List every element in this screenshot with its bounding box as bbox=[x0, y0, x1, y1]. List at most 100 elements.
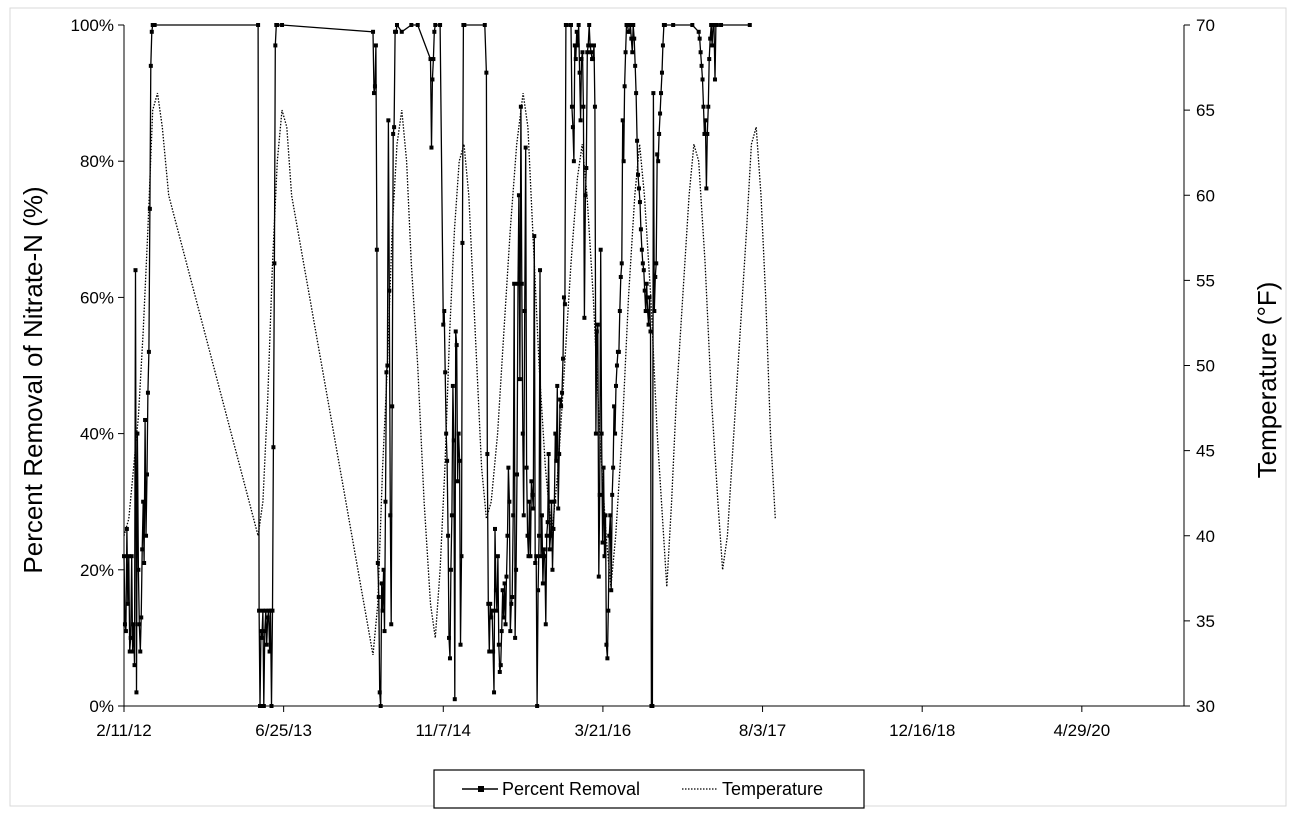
data-point-percent-removal bbox=[391, 131, 396, 136]
data-point-percent-removal bbox=[594, 329, 599, 334]
data-point-percent-removal bbox=[495, 554, 500, 559]
data-point-percent-removal bbox=[552, 499, 557, 504]
data-point-percent-removal bbox=[494, 608, 499, 613]
x-axis: 2/11/12 6/25/13 11/7/14 3/21/16 8/3/17 12/16/… bbox=[96, 705, 1184, 740]
data-point-percent-removal bbox=[133, 268, 138, 273]
data-point-percent-removal bbox=[144, 472, 149, 477]
data-point-percent-removal bbox=[605, 656, 610, 661]
data-point-percent-removal bbox=[581, 104, 586, 109]
data-point-percent-removal bbox=[645, 309, 650, 314]
data-point-percent-removal bbox=[384, 370, 389, 375]
right-tick-label: 45 bbox=[1196, 442, 1215, 461]
data-point-percent-removal bbox=[140, 547, 145, 552]
data-point-percent-removal bbox=[611, 465, 616, 470]
data-point-percent-removal bbox=[708, 36, 713, 41]
data-point-percent-removal bbox=[631, 23, 636, 27]
data-point-percent-removal bbox=[510, 595, 515, 600]
data-point-percent-removal bbox=[706, 104, 711, 109]
data-point-percent-removal bbox=[612, 404, 617, 409]
data-point-percent-removal bbox=[431, 57, 436, 62]
data-point-percent-removal bbox=[704, 186, 709, 191]
data-point-percent-removal bbox=[511, 513, 516, 518]
data-point-percent-removal bbox=[386, 118, 391, 123]
data-point-percent-removal bbox=[149, 29, 154, 34]
left-tick-label: 20% bbox=[80, 561, 114, 580]
data-point-percent-removal bbox=[493, 526, 497, 531]
data-point-percent-removal bbox=[575, 43, 580, 48]
data-point-percent-removal bbox=[519, 281, 524, 286]
right-y-axis: 30 35 40 45 50 55 60 65 70 bbox=[1183, 16, 1215, 716]
data-point-percent-removal bbox=[577, 70, 582, 75]
data-point-percent-removal bbox=[457, 458, 462, 463]
data-point-percent-removal bbox=[627, 29, 632, 34]
data-point-percent-removal bbox=[390, 404, 395, 409]
data-point-percent-removal bbox=[146, 349, 151, 354]
data-point-percent-removal bbox=[600, 540, 605, 545]
data-point-percent-removal bbox=[506, 465, 511, 470]
data-point-percent-removal bbox=[714, 23, 719, 27]
data-point-percent-removal bbox=[561, 356, 566, 361]
data-point-percent-removal bbox=[502, 581, 507, 586]
data-point-percent-removal bbox=[619, 261, 624, 266]
data-point-percent-removal bbox=[497, 669, 502, 674]
data-point-percent-removal bbox=[560, 390, 565, 395]
data-point-percent-removal bbox=[636, 172, 641, 177]
data-point-percent-removal bbox=[696, 29, 701, 34]
data-point-percent-removal bbox=[517, 377, 522, 382]
data-point-percent-removal bbox=[394, 23, 399, 27]
right-axis-title: Temperature (°F) bbox=[1252, 282, 1282, 479]
data-point-percent-removal bbox=[671, 23, 676, 27]
data-point-percent-removal bbox=[139, 615, 144, 620]
data-point-percent-removal bbox=[430, 77, 435, 82]
data-point-percent-removal bbox=[491, 649, 496, 654]
data-point-percent-removal bbox=[509, 601, 514, 606]
data-point-percent-removal bbox=[537, 533, 542, 538]
data-point-percent-removal bbox=[660, 43, 665, 48]
data-point-percent-removal bbox=[144, 533, 149, 538]
data-point-percent-removal bbox=[550, 567, 555, 572]
data-point-percent-removal bbox=[656, 159, 661, 164]
data-point-percent-removal bbox=[450, 383, 455, 388]
left-tick-label: 60% bbox=[80, 288, 114, 307]
data-point-percent-removal bbox=[493, 588, 498, 593]
data-point-percent-removal bbox=[372, 84, 377, 89]
data-point-percent-removal bbox=[533, 560, 538, 565]
data-point-percent-removal bbox=[648, 329, 653, 334]
data-point-percent-removal bbox=[492, 690, 497, 695]
data-point-percent-removal bbox=[455, 479, 460, 484]
data-point-percent-removal bbox=[559, 404, 564, 409]
legend: Percent Removal Temperature bbox=[433, 769, 865, 809]
data-point-percent-removal bbox=[458, 642, 463, 647]
data-point-percent-removal bbox=[271, 445, 276, 450]
data-point-percent-removal bbox=[703, 118, 708, 123]
data-point-percent-removal bbox=[639, 247, 644, 252]
data-point-percent-removal bbox=[524, 465, 529, 470]
data-point-percent-removal bbox=[634, 91, 639, 96]
data-point-percent-removal bbox=[131, 622, 136, 627]
data-point-percent-removal bbox=[515, 281, 520, 286]
data-point-percent-removal bbox=[614, 383, 619, 388]
right-tick-label: 30 bbox=[1196, 697, 1215, 716]
data-point-percent-removal bbox=[700, 77, 705, 82]
data-point-percent-removal bbox=[134, 690, 139, 695]
data-point-percent-removal bbox=[642, 288, 647, 293]
data-point-percent-removal bbox=[562, 302, 567, 307]
data-point-percent-removal bbox=[546, 452, 551, 457]
right-tick-label: 55 bbox=[1196, 271, 1215, 290]
data-point-percent-removal bbox=[589, 50, 594, 55]
data-point-percent-removal bbox=[373, 43, 378, 48]
data-point-percent-removal bbox=[527, 499, 532, 504]
data-point-percent-removal bbox=[453, 329, 458, 334]
left-y-axis: 0% 20% 40% 60% 80% 100% bbox=[71, 16, 125, 716]
data-point-percent-removal bbox=[574, 29, 579, 34]
data-point-percent-removal bbox=[371, 91, 376, 96]
data-point-percent-removal bbox=[415, 23, 420, 27]
right-tick-label: 35 bbox=[1196, 612, 1215, 631]
data-point-percent-removal bbox=[256, 23, 261, 27]
data-point-percent-removal bbox=[531, 506, 536, 511]
data-point-percent-removal bbox=[265, 615, 270, 620]
data-point-percent-removal bbox=[625, 23, 630, 27]
data-point-percent-removal bbox=[655, 152, 660, 157]
data-point-percent-removal bbox=[508, 629, 513, 634]
